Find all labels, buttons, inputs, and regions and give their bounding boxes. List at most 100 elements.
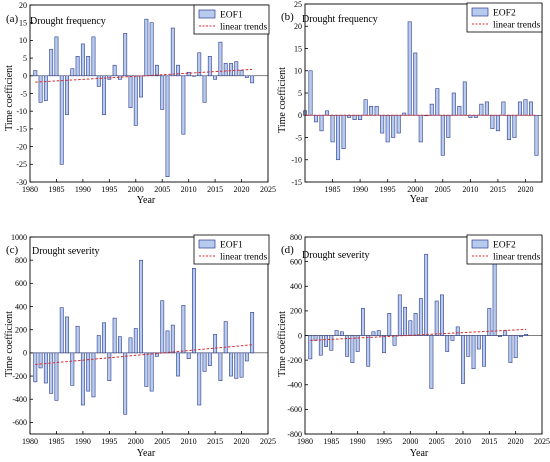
y-tick-label: 400 [290,282,302,291]
bar-1990 [80,43,85,77]
bar-1984 [49,352,54,394]
x-tick-label: 1980 [297,437,313,446]
y-tick-label: 10 [19,36,27,45]
bar-2001 [139,259,144,354]
y-tick-label: -5 [20,89,27,98]
legend-label-bars: EOF1 [220,11,243,21]
panel-a: -30 -25 -20 -15 -10 -5 0 5 10 15 20 1980 1985 1990 199… [4,1,276,206]
bar-2011 [466,335,471,357]
bar-2019 [234,352,239,379]
panel-label: (c) [6,244,19,256]
bar-1997 [117,336,122,354]
bar-1986 [336,114,341,161]
x-tick-label: 2020 [234,185,250,194]
bar-2007 [170,27,175,77]
x-tick-label: 2010 [455,437,471,446]
bar-2021 [244,75,249,78]
x-tick-label: 2005 [435,185,451,194]
legend-label-bars: EOF2 [493,9,516,19]
bar-2017 [223,321,228,354]
x-axis-label: Year [410,194,429,205]
bar-2002 [418,298,423,336]
bar-1991 [86,56,91,77]
y-tick-label: 20 [19,1,27,10]
x-tick-label: 2010 [181,437,197,446]
plot-area: -600 -400 -200 0 200 400 600 800 1000 1980 1985 199… [11,233,276,446]
bar-2019 [234,61,239,77]
bar-1999 [403,306,407,336]
bar-2005 [440,114,445,156]
x-tick-label: 1990 [352,185,368,194]
legend: EOF1 linear trends [193,234,270,265]
bar-2008 [450,335,455,341]
bar-1986 [334,330,339,336]
bar-2007 [170,324,175,354]
panel-label: (a) [6,13,19,25]
bar-1993 [374,106,379,116]
bar-2022 [250,75,255,84]
y-tick-label: 0 [298,331,302,340]
legend-bar-swatch [471,7,489,17]
bar-2012 [471,335,476,370]
bar-1991 [363,99,368,116]
bar-1983 [318,335,323,356]
legend-bar-swatch [198,239,216,249]
bar-1989 [75,56,80,77]
bar-2006 [165,75,170,177]
bar-2004 [154,64,159,77]
legend-label-trend: linear trends [493,253,541,263]
x-tick-label: 2010 [181,185,197,194]
panel-title: Drought frequency [302,14,378,25]
bar-2011 [192,267,196,354]
plot-area: -30 -25 -20 -15 -10 -5 0 5 10 15 20 1980 1985 1990 199… [16,1,276,194]
y-tick-label: 800 [15,256,27,265]
y-tick-label: 800 [290,233,302,242]
bar-2014 [207,56,212,77]
y-tick-label: 200 [290,307,302,316]
y-tick-label: 5 [23,54,27,63]
bar-2002 [144,18,149,77]
bar-1999 [128,337,133,354]
bar-1987 [339,331,344,336]
x-tick-label: 2000 [402,437,418,446]
plot-area: -800 -600 -400 -200 0 200 400 600 800 1980 1985 199… [287,233,550,446]
x-tick-label: 2005 [429,437,445,446]
y-tick-label: 400 [15,302,27,311]
bar-2001 [413,313,418,336]
bar-2013 [202,75,207,103]
bar-2006 [440,294,444,336]
bar-1989 [75,325,80,354]
bar-2011 [473,114,478,118]
panel-title: Drought severity [302,250,370,261]
x-tick-label: 2005 [154,185,170,194]
y-tick-label: 0 [23,72,27,81]
bar-1996 [112,64,117,77]
bar-2016 [501,101,506,116]
x-tick-label: 1990 [350,437,366,446]
y-tick-label: 20 [294,22,302,31]
y-tick-label: 0 [298,111,302,120]
panel-b: -15 -10 -5 0 5 10 15 20 25 1985 1990 1995 2000 2005 20… [277,0,543,205]
x-tick-label: 2015 [481,437,497,446]
bar-1986 [59,307,64,354]
legend-label-trend: linear trends [220,253,268,263]
bar-2009 [462,81,467,116]
bar-2003 [429,103,434,116]
plot-frame [304,236,543,435]
x-tick-label: 2000 [128,185,144,194]
x-tick-label: 1995 [101,437,117,446]
bar-2019 [508,335,513,363]
y-tick-label: 25 [294,0,302,9]
bar-1999 [407,21,412,116]
x-tick-label: 2025 [260,185,276,194]
y-tick-label: -15 [16,125,27,134]
bar-1982 [314,114,319,123]
plot-frame [29,236,269,435]
y-tick-label: -400 [287,381,302,390]
bar-1993 [96,75,101,87]
bar-1985 [54,36,59,77]
bar-1992 [91,36,96,77]
panel-c: -600 -400 -200 0 200 400 600 800 1000 1980 1985 199… [4,233,276,459]
bar-2008 [176,64,181,77]
y-tick-label: 200 [15,326,27,335]
